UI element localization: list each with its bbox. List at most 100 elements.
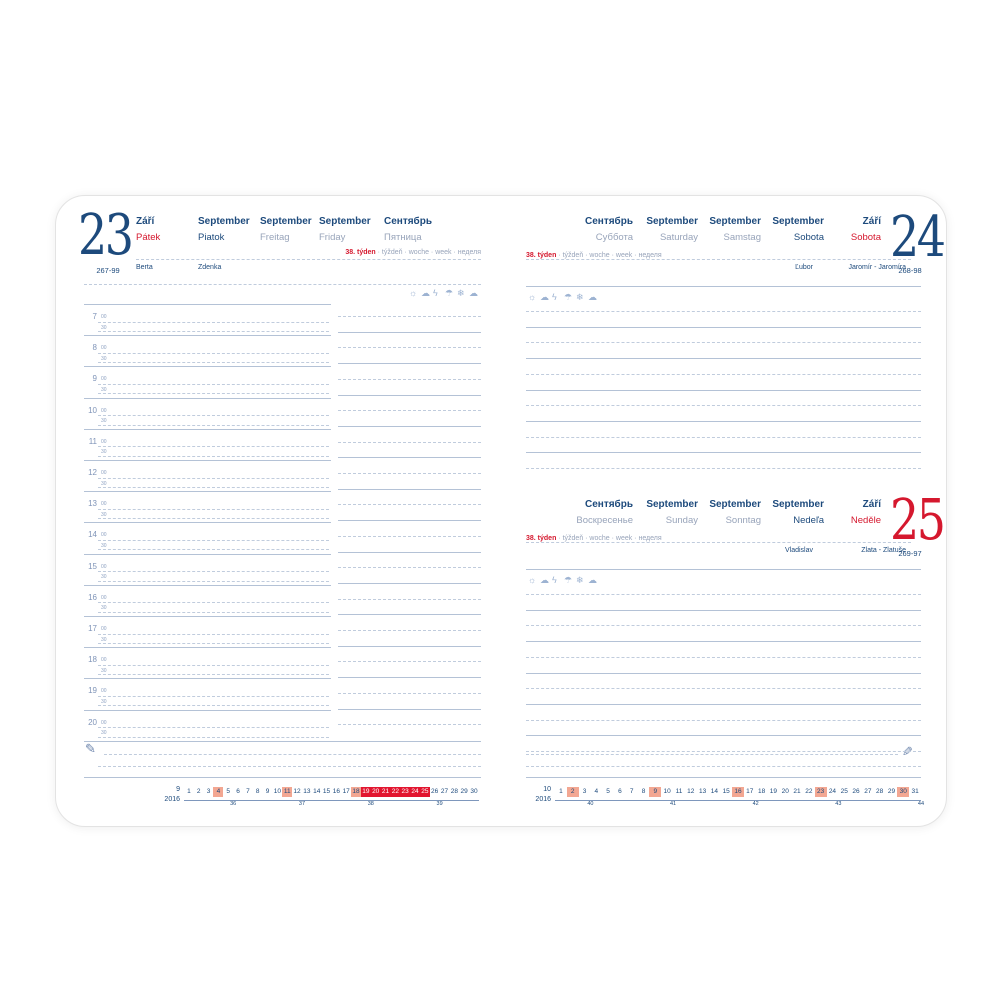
hour-line-30 [98, 393, 329, 395]
right-calendar-day: 28 [876, 788, 884, 795]
ruled-line [526, 735, 921, 737]
ruled-line [338, 473, 481, 474]
right-calendar-day: 4 [594, 788, 599, 795]
minute-30-label: 30 [101, 480, 107, 487]
hour-line-00 [98, 352, 329, 354]
hour-line-00 [98, 633, 329, 635]
ruled-line [526, 420, 921, 422]
left-calendar-day: 10 [273, 788, 281, 795]
ruled-line [338, 457, 481, 459]
left-calendar-day: 27 [440, 788, 449, 795]
ruled-line [526, 672, 921, 674]
right-cal-month: 10 [543, 786, 551, 793]
hour-row: 16 00 30 [84, 584, 331, 617]
saturday-name-day-2: Jaromír - Jaromíra [848, 264, 906, 271]
left-page-ref: 267-99 [96, 266, 120, 275]
right-calendar-week-number: 41 [669, 801, 677, 807]
left-calendar-day: 4 [213, 787, 224, 797]
minute-30-label: 30 [101, 386, 107, 393]
ruled-line [104, 754, 481, 755]
ruled-line [526, 326, 921, 328]
lightning-icon: ϟ [433, 288, 438, 298]
snowflake-icon: ❄ [576, 292, 584, 302]
ruled-line [338, 394, 481, 396]
left-calendar-day: 9 [265, 788, 270, 795]
hour-line-00 [98, 383, 329, 385]
ruled-line [136, 259, 481, 260]
left-cal-year: 2016 [164, 796, 180, 803]
hour-line-00 [98, 727, 329, 729]
left-calendar-day: 1 [187, 788, 191, 795]
hour-label: 9 [92, 374, 97, 384]
hour-label: 15 [88, 561, 97, 571]
right-calendar-day: 9 [649, 787, 662, 797]
right-calendar-day: 19 [769, 788, 778, 795]
pen-icon-left: ✎ [85, 741, 96, 756]
left-calendar-day: 12 [293, 788, 301, 795]
hour-row: 18 00 30 [84, 647, 331, 679]
hour-line-30 [98, 362, 329, 364]
hour-line-00 [98, 571, 329, 573]
right-calendar-week-number: 44 [917, 801, 925, 807]
ruled-line [338, 708, 481, 710]
left-dayname-label: Пятница [384, 232, 422, 243]
hour-line-30 [98, 331, 329, 332]
ruled-line [526, 656, 921, 658]
ruled-line [338, 677, 481, 679]
right-calendar-underline [555, 799, 921, 801]
left-week-label: 38. týden · týždeň · woche · week · неде… [336, 249, 481, 256]
sunday-month-label: September [772, 499, 824, 510]
ruled-line [526, 766, 921, 767]
left-calendar-day: 29 [460, 788, 468, 795]
ruled-line [526, 609, 921, 611]
partly-cloudy-icon: ☁ [540, 575, 549, 585]
ruled-line [526, 373, 921, 375]
right-calendar-day: 23 [814, 787, 827, 797]
sunday-name-day-1: Vladislav [784, 547, 813, 554]
hour-line-00 [98, 508, 329, 510]
week-number-label: 38. týden [345, 249, 376, 256]
snowflake-icon: ❄ [576, 575, 584, 585]
ruled-line [338, 520, 481, 522]
left-dayname-label: Pátek [136, 232, 161, 243]
left-name-day-label: Berta [136, 264, 153, 271]
minute-30-label: 30 [101, 418, 107, 425]
saturday-week-label: 38. týden · týždeň · woche · week · неде… [526, 252, 746, 259]
ruled-line [338, 425, 481, 427]
hour-line-30 [98, 736, 329, 738]
week-number-label: 38. týden [526, 252, 557, 259]
right-calendar-day: 18 [757, 788, 766, 795]
minute-00-label: 00 [101, 594, 107, 601]
right-cal-year: 2016 [535, 796, 551, 803]
left-calendar-day: 3 [206, 788, 211, 795]
right-calendar-day: 11 [675, 788, 683, 795]
minute-00-label: 00 [101, 626, 107, 632]
ruled-line [526, 542, 911, 543]
left-month-label: Září [136, 216, 155, 227]
minute-30-label: 30 [101, 542, 107, 549]
ruled-line [338, 630, 481, 631]
sun-icon: ☼ [528, 292, 537, 302]
ruled-line [526, 751, 921, 752]
right-calendar-day: 12 [687, 788, 695, 795]
right-calendar-week-number: 42 [752, 801, 759, 807]
sunday-dayname-label: Neděle [850, 515, 881, 526]
left-calendar-week-number: 36 [230, 801, 237, 807]
hour-row: 10 00 30 [84, 397, 331, 430]
ruled-line [526, 286, 921, 287]
right-calendar-day: 22 [805, 788, 813, 795]
hour-row: 11 00 30 [84, 428, 331, 461]
left-calendar-day: 24 [410, 787, 420, 797]
hour-label: 12 [88, 468, 97, 477]
left-calendar-day: 2 [196, 788, 201, 795]
ruled-line [526, 468, 921, 469]
hour-line-30 [98, 424, 329, 426]
minute-30-label: 30 [101, 730, 107, 737]
sunday-month-label: Září [862, 499, 881, 510]
left-calendar-day: 19 [360, 787, 371, 797]
ruled-line [338, 567, 481, 569]
right-calendar-day: 7 [629, 788, 634, 795]
ruled-line [526, 703, 921, 705]
week-words-label: · týždeň · woche · week · неделя [377, 249, 481, 256]
ruled-line [338, 551, 481, 553]
